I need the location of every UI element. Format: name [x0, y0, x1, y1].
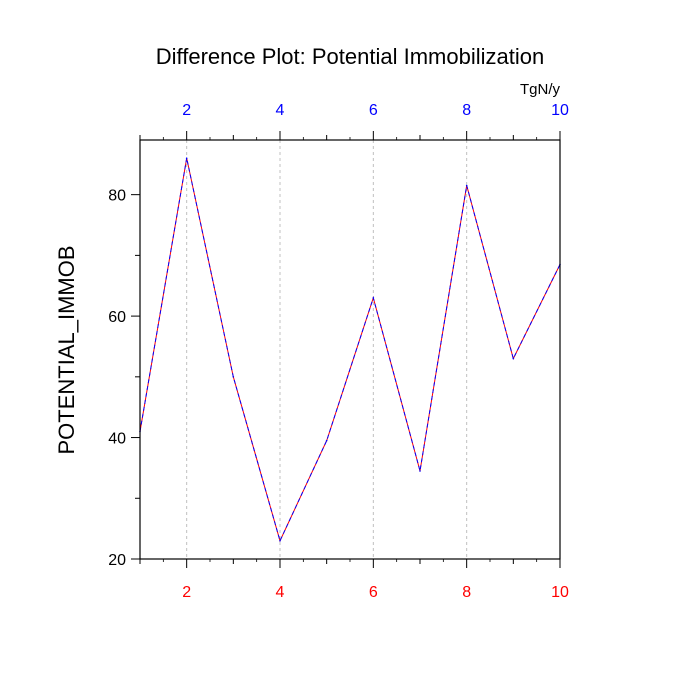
data-point-8 — [465, 184, 468, 187]
data-point-6 — [372, 297, 375, 299]
axes-layer — [139, 139, 561, 560]
x-tick-label-top-6: 6 — [369, 102, 378, 119]
x-tick-label-bottom-10: 10 — [551, 584, 569, 601]
chart-title: Difference Plot: Potential Immobilizatio… — [156, 44, 544, 69]
data-point-3 — [232, 376, 235, 378]
grid-layer — [186, 140, 468, 559]
x-tick-label-bottom-8: 8 — [462, 584, 471, 601]
y-tick-label-40: 40 — [108, 431, 126, 448]
x-tick-label-top-10: 10 — [551, 102, 569, 119]
top-axis-units: TgN/y — [520, 81, 561, 98]
data-point-5 — [325, 439, 328, 442]
series-line-0 — [139, 158, 561, 543]
series-layer — [139, 157, 561, 543]
data-point-4 — [279, 539, 281, 542]
y-axis-label: POTENTIAL_IMMOB — [54, 245, 79, 454]
x-tick-label-bottom-6: 6 — [369, 584, 378, 601]
y-tick-label-80: 80 — [108, 188, 126, 205]
plot-frame — [139, 139, 561, 560]
x-tick-label-bottom-2: 2 — [182, 584, 191, 601]
series-line-base-0 — [139, 158, 561, 543]
data-point-7 — [419, 470, 421, 472]
y-tick-label-20: 20 — [108, 552, 126, 569]
data-point-2 — [185, 157, 188, 160]
data-point-9 — [512, 357, 515, 360]
x-tick-label-top-2: 2 — [182, 102, 191, 119]
x-tick-label-top-8: 8 — [462, 102, 471, 119]
x-tick-label-bottom-4: 4 — [276, 584, 285, 601]
x-tick-label-top-4: 4 — [276, 102, 285, 119]
y-tick-label-60: 60 — [108, 309, 126, 326]
ticks-layer: 2 2 4 4 6 6 8 8 10 10 20 40 60 80 — [108, 102, 569, 601]
